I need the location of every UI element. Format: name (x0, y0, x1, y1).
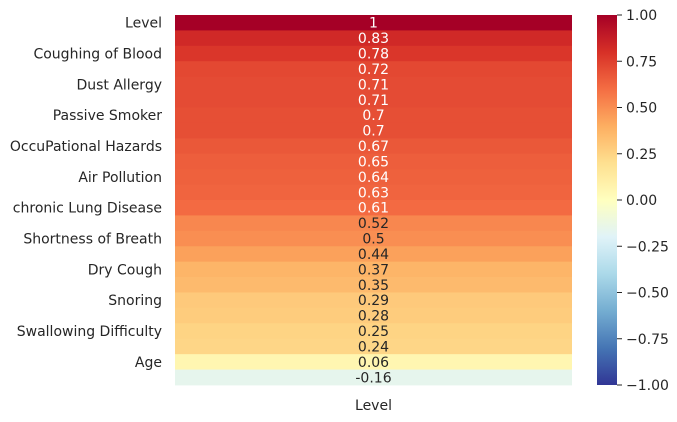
heatmap-cell (175, 323, 572, 340)
cell-value-label: 1 (369, 16, 378, 32)
heatmap-cell (175, 292, 572, 309)
colorbar-tick-label: 0.00 (626, 193, 657, 209)
row-tick-label: Age (135, 355, 162, 371)
cell-value-label: 0.67 (358, 139, 389, 155)
cell-value-label: 0.7 (362, 108, 384, 124)
cell-value-label: 0.7 (362, 124, 384, 140)
cell-value-label: 0.24 (358, 339, 389, 355)
row-tick-label: Dust Allergy (76, 77, 162, 93)
row-tick-label: Dry Cough (88, 262, 162, 278)
colorbar-tick-label: 1.00 (626, 8, 657, 24)
heatmap-cell (175, 30, 572, 47)
colorbar-tick-label: −0.50 (626, 286, 669, 302)
heatmap-cell (175, 200, 572, 216)
heatmap-cell (175, 122, 572, 139)
heatmap-cell (175, 61, 572, 78)
heatmap-cell (175, 230, 572, 247)
cell-value-label: 0.37 (358, 262, 389, 278)
row-tick-label: Shortness of Breath (23, 232, 162, 248)
colorbar-tick-label: −0.25 (626, 239, 669, 255)
heatmap-cell (175, 169, 572, 185)
cell-value-label: 0.5 (362, 232, 384, 248)
heatmap-cell (175, 92, 572, 108)
cell-value-label: 0.61 (358, 201, 389, 217)
row-tick-label: OccuPational Hazards (10, 139, 162, 155)
cell-value-label: 0.72 (358, 62, 389, 78)
colorbar-tick-label: 0.25 (626, 147, 657, 163)
heatmap-cell (175, 45, 572, 62)
row-tick-label: Passive Smoker (53, 108, 163, 124)
heatmap-cell (175, 261, 572, 278)
row-tick-label: Level (125, 16, 162, 32)
heatmap-cell (175, 138, 572, 155)
row-tick-label: Air Pollution (78, 170, 162, 186)
row-tick-label: Snoring (108, 293, 162, 309)
heatmap-cell (175, 246, 572, 263)
row-tick-label: chronic Lung Disease (13, 201, 162, 217)
cell-value-label: 0.64 (358, 170, 389, 186)
cell-value-label: 0.65 (358, 154, 389, 170)
cell-value-label: 0.83 (358, 31, 389, 47)
colorbar-tick-label: 0.50 (626, 101, 657, 117)
colorbar-tick-label: 0.75 (626, 54, 657, 70)
cell-value-label: 0.52 (358, 216, 389, 232)
column-tick-label: Level (355, 398, 392, 414)
heatmap-cell (175, 76, 572, 93)
heatmap-cell (175, 184, 572, 201)
colorbar-tick-label: −0.75 (626, 332, 669, 348)
heatmap-cell (175, 15, 572, 31)
column-labels: Level (355, 398, 392, 414)
cell-value-label: 0.35 (358, 278, 389, 294)
cell-value-label: 0.71 (358, 77, 389, 93)
cell-value-label: 0.06 (358, 355, 389, 371)
cell-value-label: 0.63 (358, 185, 389, 201)
heatmap-cell (175, 277, 572, 293)
cell-value-label: 0.44 (358, 247, 389, 263)
heatmap-cell (175, 307, 572, 324)
cell-value-label: -0.16 (355, 370, 391, 386)
cell-value-label: 0.28 (358, 309, 389, 325)
heatmap-cell (175, 215, 572, 232)
cell-value-label: 0.78 (358, 47, 389, 63)
colorbar-gradient (597, 15, 617, 385)
colorbar-tick-label: −1.00 (626, 378, 669, 394)
heatmap-cell (175, 338, 572, 355)
cell-value-label: 0.71 (358, 93, 389, 109)
row-labels: Level Coughing of Blood Dust Allergy Passiv… (10, 16, 162, 371)
heatmap-cell (175, 153, 572, 170)
heatmap-cell (175, 107, 572, 124)
heatmap-cells: 10.830.780.720.710.710.70.70.670.650.640… (175, 15, 572, 386)
heatmap-cell (175, 369, 572, 386)
cell-value-label: 0.29 (358, 293, 389, 309)
cell-value-label: 0.25 (358, 324, 389, 340)
row-tick-label: Swallowing Difficulty (17, 324, 162, 340)
colorbar: 1.00 0.75 0.50 0.25 0.00 −0.25 −0.50 −0.75 −1.00 (597, 8, 669, 394)
heatmap-cell (175, 354, 572, 370)
row-tick-label: Coughing of Blood (33, 47, 162, 63)
